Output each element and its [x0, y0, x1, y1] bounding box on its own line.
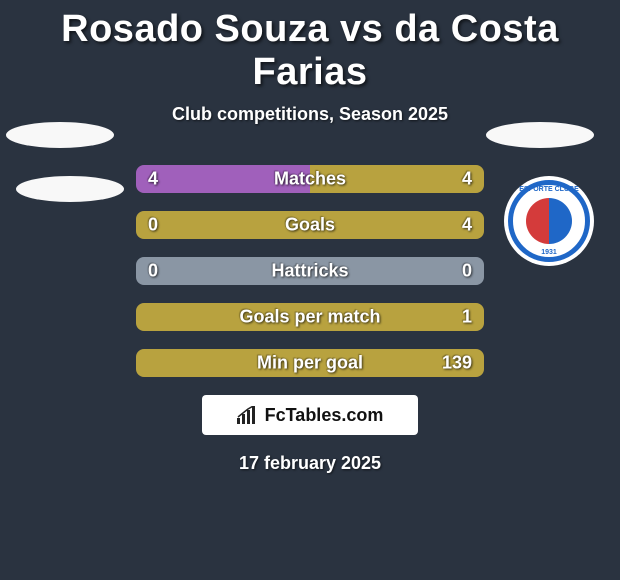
left-team-placeholder-1 — [6, 122, 114, 148]
stat-right-value: 4 — [462, 215, 472, 236]
stat-left-value: 4 — [148, 169, 158, 190]
page-title: Rosado Souza vs da Costa Farias — [0, 0, 620, 94]
stat-label: Min per goal — [257, 353, 363, 374]
badge-top-text: ESPORTE CLUBE — [504, 186, 594, 193]
left-team-placeholder-2 — [16, 176, 124, 202]
stat-row: 4 Matches 4 — [136, 165, 484, 193]
stat-row: 0 Goals 4 — [136, 211, 484, 239]
stat-label: Goals per match — [239, 307, 380, 328]
stat-row: Min per goal 139 — [136, 349, 484, 377]
stat-bars: 4 Matches 4 0 Goals 4 0 Hattricks 0 Goals per mat… — [136, 165, 484, 377]
stat-row: Goals per match 1 — [136, 303, 484, 331]
stat-label: Goals — [285, 215, 335, 236]
stat-right-value: 1 — [462, 307, 472, 328]
badge-center-shield — [526, 198, 572, 244]
bar-chart-icon — [237, 406, 259, 424]
stat-left-value: 0 — [148, 215, 158, 236]
club-badge-bahia: ESPORTE CLUBE 1931 — [504, 176, 594, 266]
badge-year: 1931 — [504, 249, 594, 256]
stat-right-value: 4 — [462, 169, 472, 190]
stat-right-value: 139 — [442, 353, 472, 374]
stat-row: 0 Hattricks 0 — [136, 257, 484, 285]
right-team-placeholder — [486, 122, 594, 148]
stat-right-value: 0 — [462, 261, 472, 282]
brand-attribution: FcTables.com — [202, 395, 418, 435]
stat-left-value: 0 — [148, 261, 158, 282]
stat-label: Matches — [274, 169, 346, 190]
stat-label: Hattricks — [271, 261, 348, 282]
footer-date: 17 february 2025 — [0, 453, 620, 474]
brand-name: FcTables.com — [265, 405, 384, 426]
